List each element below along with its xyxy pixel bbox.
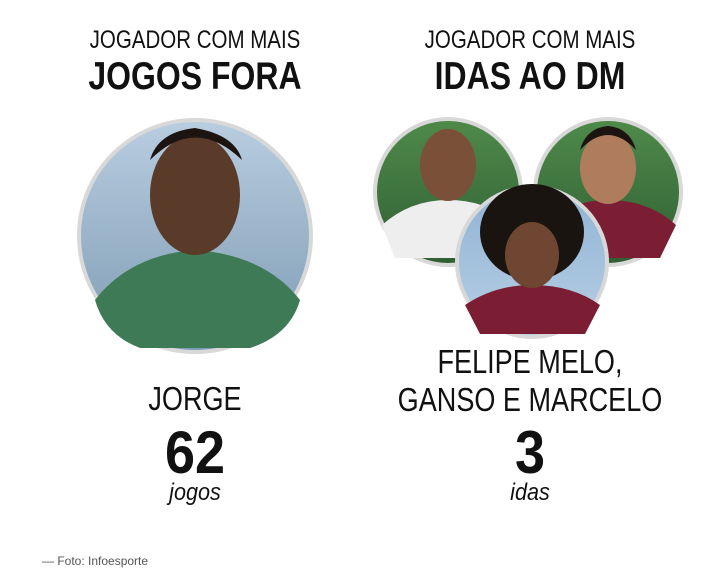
heading: JOGADOR COM MAIS [424,26,636,54]
title: JOGOS FORA [88,55,302,98]
player-photo [455,184,609,339]
caption: — Foto: Infoesporte [42,554,149,568]
player-photo [77,118,313,354]
heading: JOGADOR COM MAIS [89,26,301,54]
title: IDAS AO DM [434,55,626,98]
count: 62 [164,419,226,486]
player-name: GANSO E MARCELO [397,381,663,418]
unit: jogos [169,479,221,506]
player-name: JORGE [148,380,242,417]
player-name: FELIPE MELO, [437,343,623,380]
unit: idas [510,479,550,506]
count: 3 [514,419,546,486]
